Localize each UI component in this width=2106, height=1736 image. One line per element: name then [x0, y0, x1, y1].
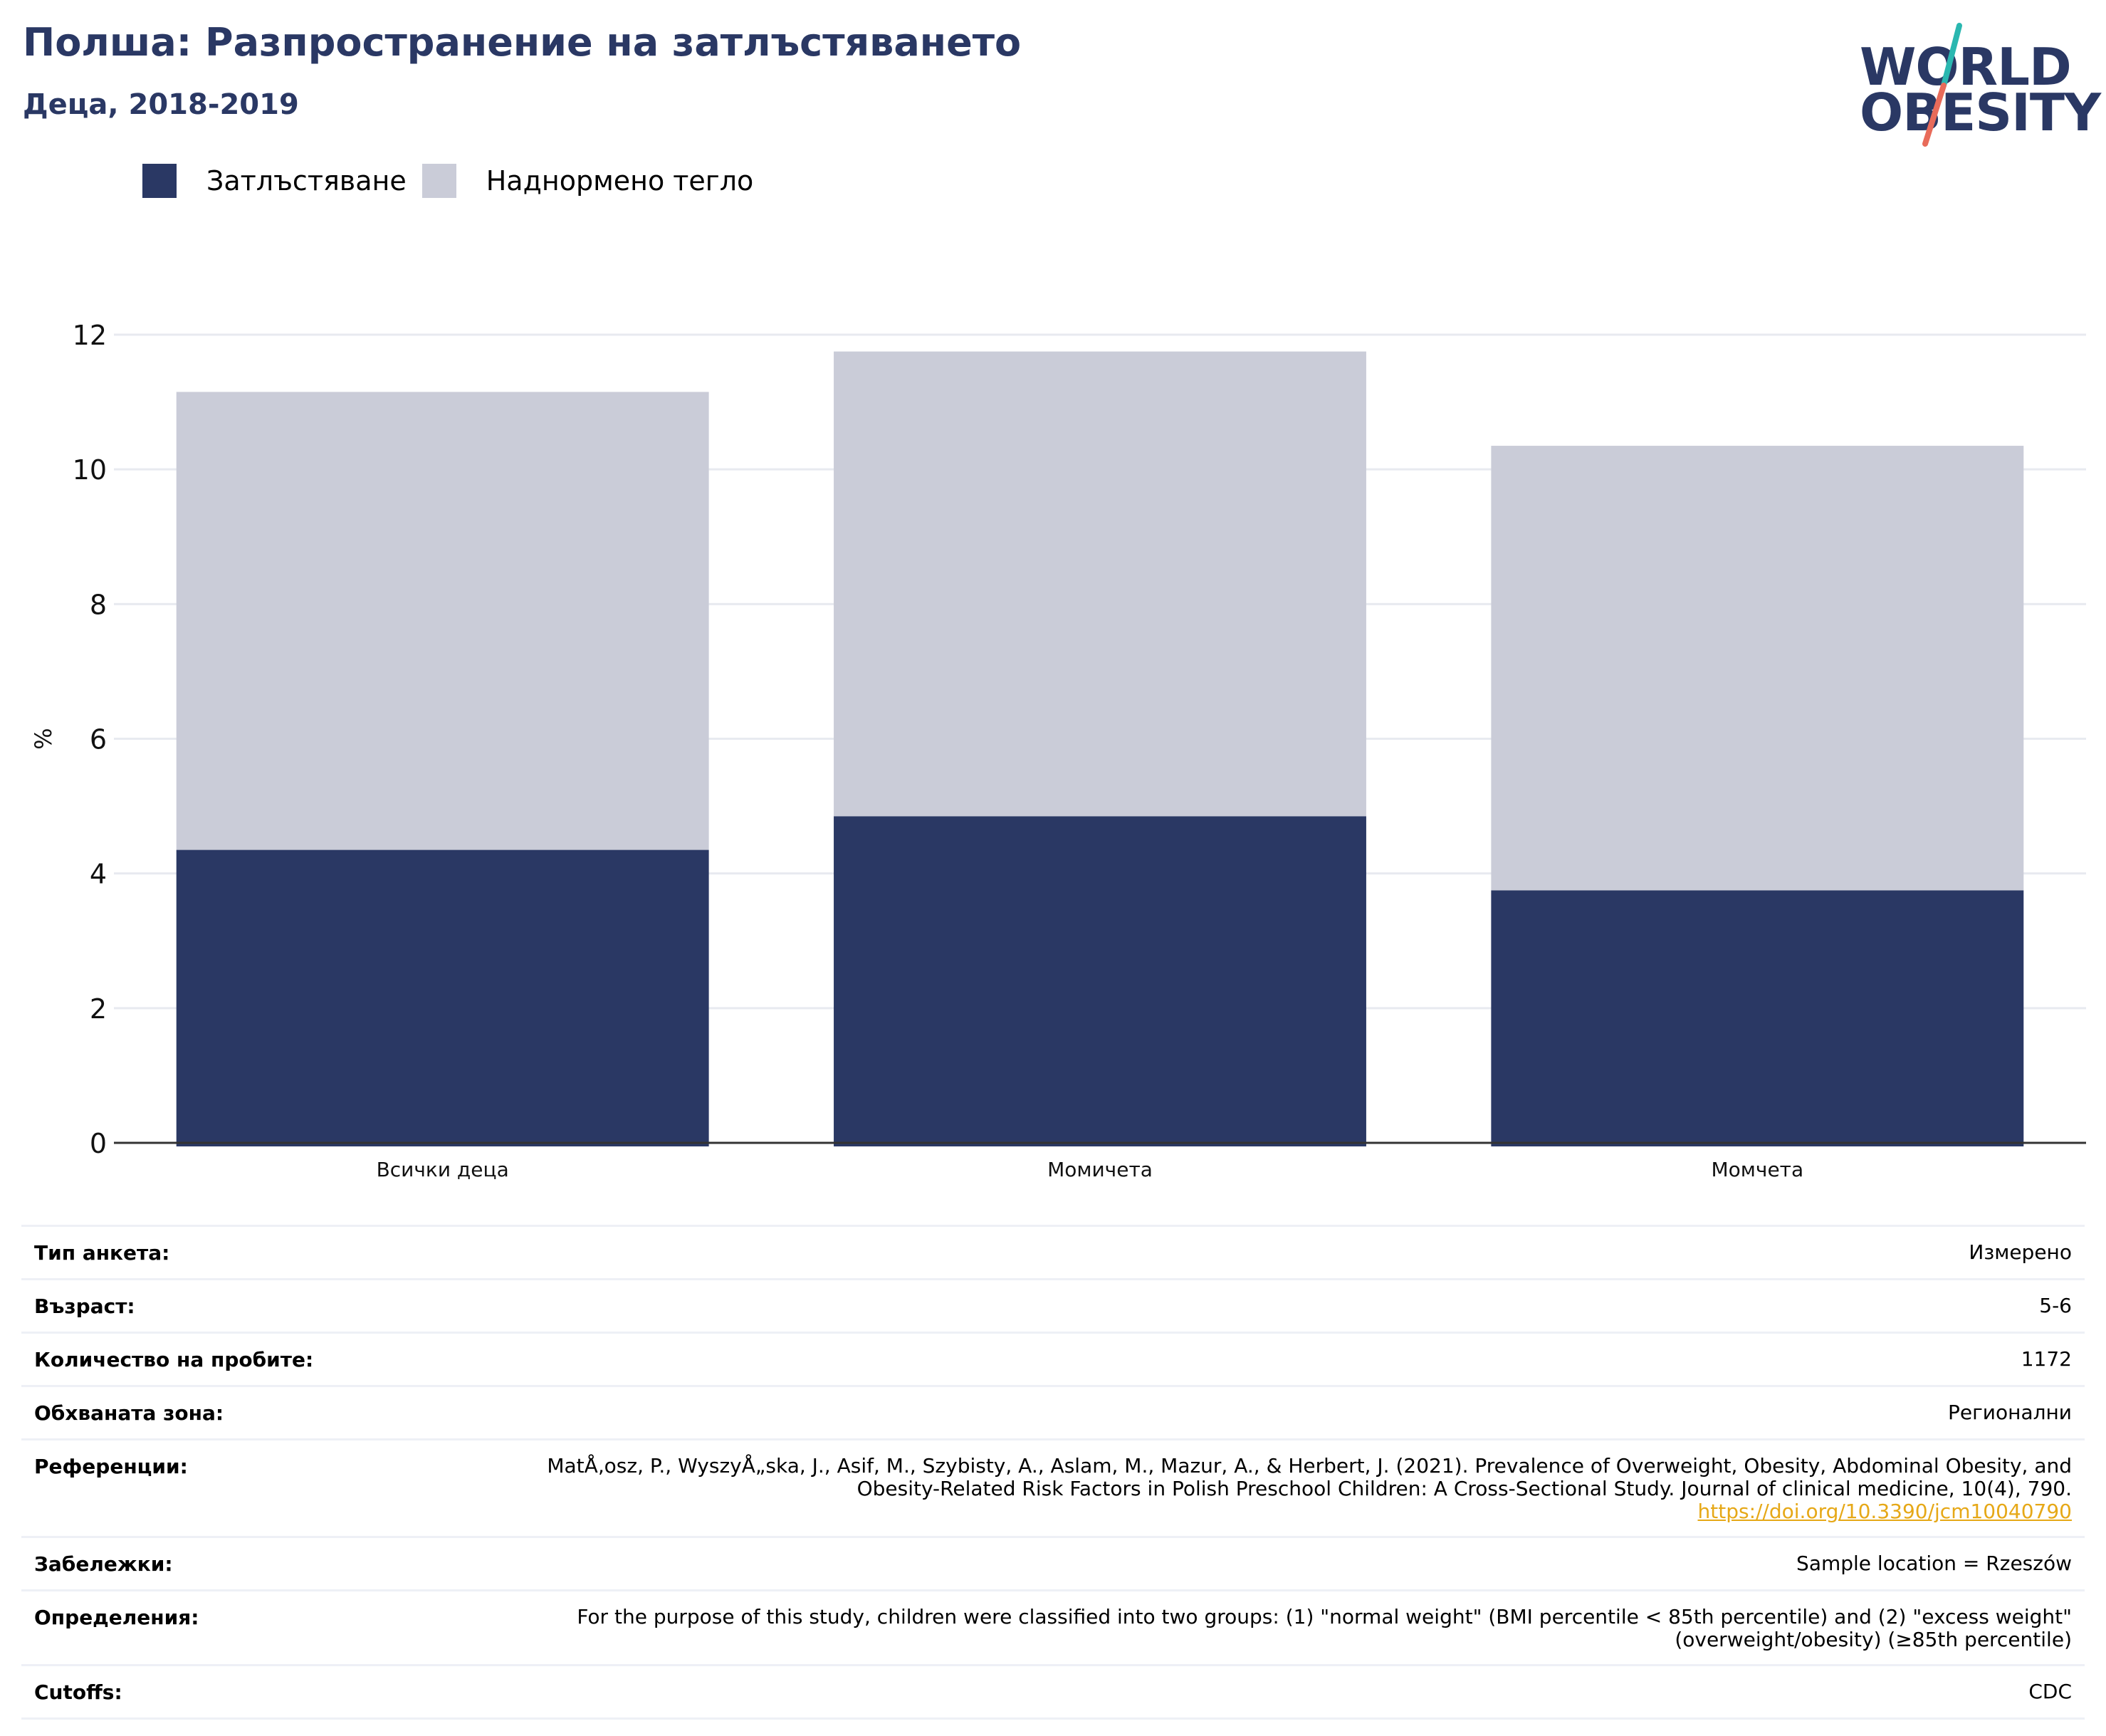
info-value-text: Регионални	[1947, 1401, 2072, 1424]
logo-line-2: OBESITY	[1860, 83, 2101, 142]
y-tick-label: 6	[90, 724, 107, 755]
info-value: For the purpose of this study, children …	[541, 1606, 2072, 1651]
bar-chart: 0 2 4 6 8 10 12% Всички деца Момичета Момчета	[30, 320, 2086, 1181]
info-table: Тип анкета: Измерено Възраст: 5-6 Количество…	[21, 1225, 2085, 1720]
info-value: 1172	[2021, 1348, 2072, 1371]
info-value-text: For the purpose of this study, children …	[577, 1605, 2072, 1651]
legend-label-obesity: Затлъстяване	[206, 165, 407, 197]
info-row: Cutoffs: CDC	[21, 1664, 2085, 1720]
info-value: MatÅ‚osz, P., WyszyÅ„ska, J., Asif, M., …	[541, 1455, 2072, 1523]
y-tick-label: 4	[90, 859, 107, 890]
info-value-text: Sample location = Rzeszów	[1796, 1552, 2072, 1575]
info-row: Възраст: 5-6	[21, 1278, 2085, 1332]
bar-obesity	[834, 816, 1366, 1146]
x-tick-label: Момичета	[1047, 1158, 1153, 1181]
chart-subtitle: Деца, 2018-2019	[23, 88, 299, 121]
chart-legend: Затлъстяване Наднормено тегло	[142, 164, 769, 198]
y-axis-label: %	[30, 728, 57, 749]
y-tick-label: 8	[90, 589, 107, 620]
info-value-text: Измерено	[1969, 1240, 2072, 1264]
info-row: Обхваната зона: Регионални	[21, 1385, 2085, 1438]
info-value-text: 1172	[2021, 1347, 2072, 1371]
info-value: CDC	[2028, 1680, 2072, 1703]
info-row: Тип анкета: Измерено	[21, 1225, 2085, 1278]
x-tick-label: Момчета	[1712, 1158, 1804, 1181]
bar-overweight	[176, 392, 709, 850]
y-tick-label: 2	[90, 993, 107, 1025]
info-label: Определения:	[34, 1606, 199, 1629]
y-tick-label: 0	[90, 1128, 107, 1159]
y-tick-label: 12	[73, 320, 107, 351]
info-row: Референции: MatÅ‚osz, P., WyszyÅ„ska, J.,…	[21, 1438, 2085, 1536]
info-label: Cutoffs:	[34, 1680, 122, 1704]
info-label: Количество на пробите:	[34, 1348, 314, 1371]
reference-link[interactable]: https://doi.org/10.3390/jcm10040790	[1697, 1500, 2073, 1523]
legend-swatch-obesity	[142, 164, 177, 198]
info-row: Определения: For the purpose of this stud…	[21, 1589, 2085, 1664]
x-tick-label: Всички деца	[377, 1158, 509, 1181]
bar-overweight	[1491, 446, 2024, 891]
info-label: Забележки:	[34, 1552, 173, 1576]
logo-slash-icon	[1922, 23, 1962, 147]
legend-item-overweight: Наднормено тегло	[421, 164, 754, 198]
info-label: Тип анкета:	[34, 1241, 170, 1265]
info-label: Обхваната зона:	[34, 1401, 224, 1425]
info-value-text: 5-6	[2039, 1294, 2072, 1317]
legend-swatch-overweight	[421, 164, 456, 198]
world-obesity-logo: WORLD OBESITY	[1860, 21, 2101, 150]
info-value: Sample location = Rzeszów	[1796, 1552, 2072, 1575]
bar-obesity	[1491, 890, 2024, 1146]
info-value-text: MatÅ‚osz, P., WyszyÅ„ska, J., Asif, M., …	[547, 1454, 2072, 1500]
info-label: Референции:	[34, 1455, 188, 1478]
info-value: Измерено	[1969, 1241, 2072, 1264]
info-row: Количество на пробите: 1172	[21, 1332, 2085, 1385]
legend-item-obesity: Затлъстяване	[142, 164, 407, 198]
chart-title: Полша: Разпространение на затлъстяването	[23, 20, 1022, 65]
legend-label-overweight: Наднормено тегло	[486, 165, 754, 197]
info-row: Забележки: Sample location = Rzeszów	[21, 1536, 2085, 1589]
info-value: 5-6	[2039, 1295, 2072, 1317]
info-label: Възраст:	[34, 1295, 135, 1318]
bar-obesity	[176, 849, 709, 1146]
bar-overweight	[834, 351, 1366, 817]
logo-line-1: WORLD	[1860, 37, 2072, 97]
y-tick-label: 10	[73, 454, 107, 486]
info-value: Регионални	[1948, 1401, 2072, 1424]
info-value-text: CDC	[2028, 1680, 2072, 1703]
